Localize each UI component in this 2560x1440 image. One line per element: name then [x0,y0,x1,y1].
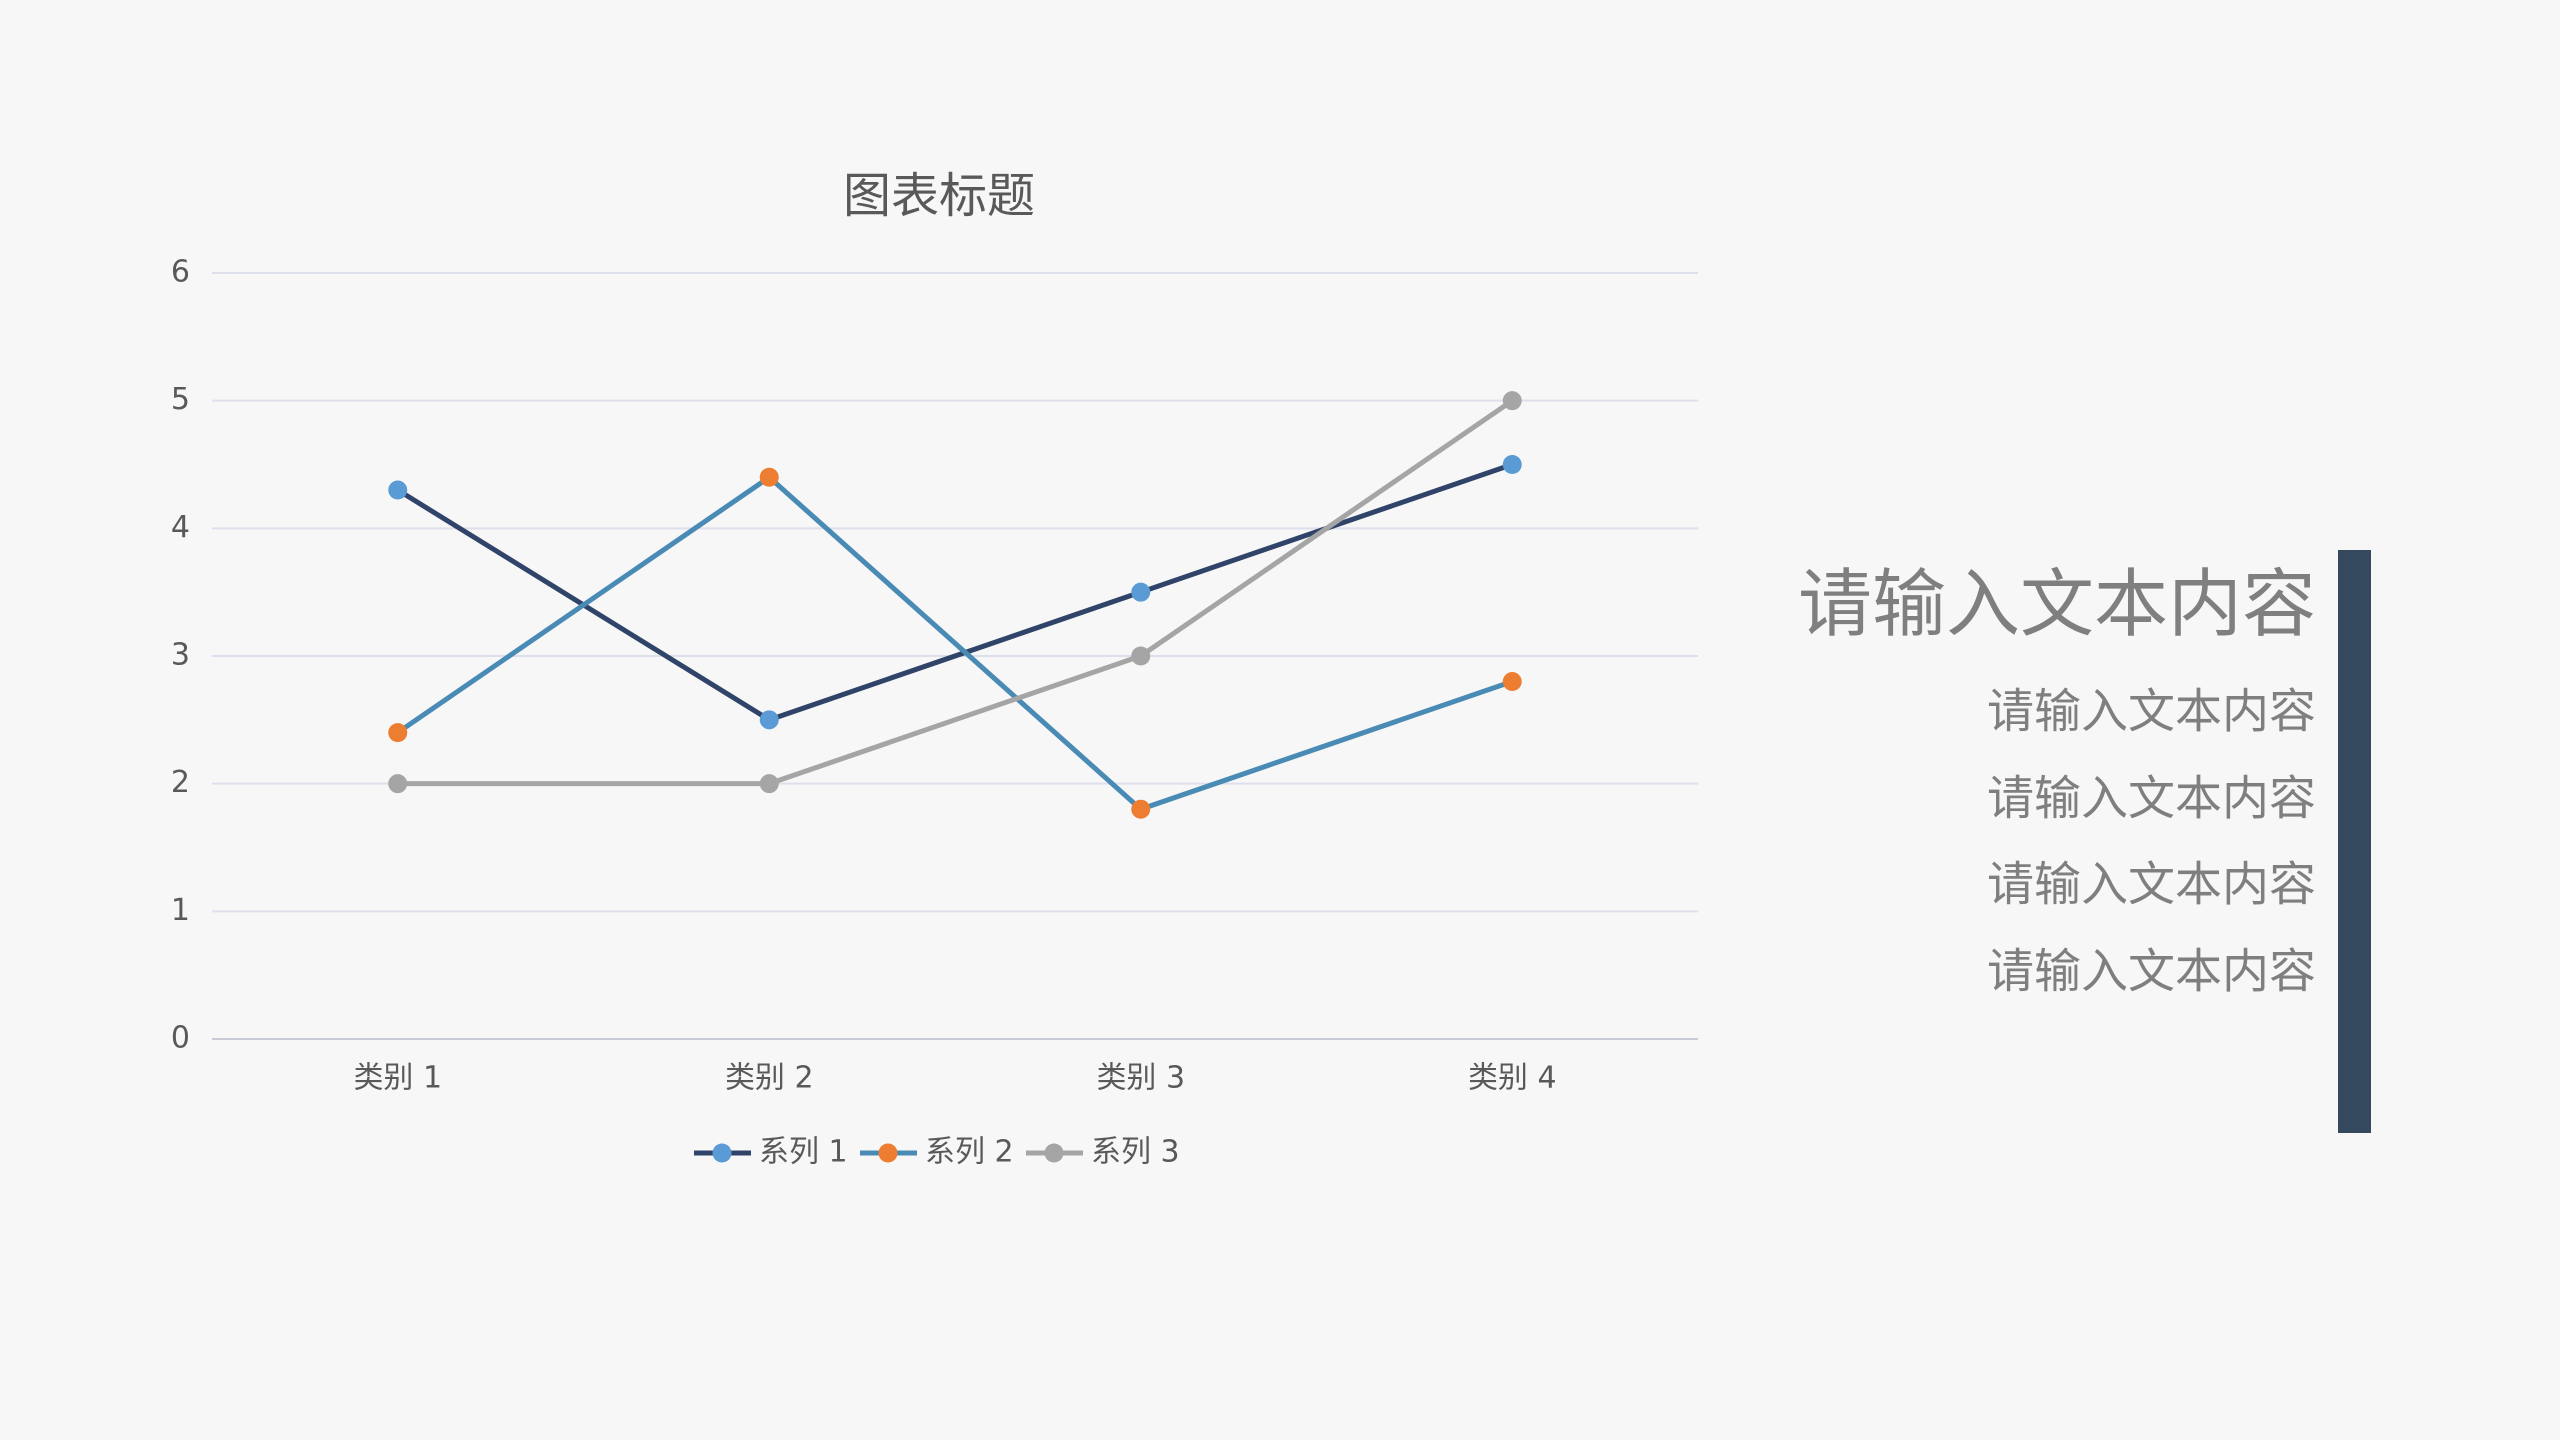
y-tick-label: 0 [171,1021,190,1056]
marker [388,774,408,794]
series-line [397,398,1514,787]
y-tick-label: 5 [171,382,190,417]
marker [1131,582,1151,602]
side-line: 请输入文本内容 [1987,858,2316,913]
legend-label: 系列 1 [759,1135,848,1170]
chart-title: 图表标题 [843,168,1035,224]
side-line: 请输入文本内容 [1987,772,2316,827]
x-tick-label: 类别 3 [1096,1061,1185,1096]
x-tick-label: 类别 1 [353,1061,442,1096]
legend-label: 系列 2 [925,1135,1014,1170]
legend-marker [712,1143,732,1163]
marker [388,723,408,743]
series-line [396,462,1514,723]
marker [1502,455,1522,474]
marker [1502,672,1522,692]
legend-marker [1044,1143,1064,1163]
marker [388,480,408,500]
side-line: 请输入文本内容 [1987,945,2316,1000]
marker [1502,391,1522,411]
marker [1131,799,1151,819]
y-tick-label: 6 [171,255,190,290]
x-tick-label: 类别 2 [725,1061,814,1096]
x-tick-label: 类别 4 [1468,1061,1557,1096]
marker [759,774,779,794]
legend-marker [878,1143,898,1163]
side-heading: 请输入文本内容 [1798,562,2316,648]
marker [759,710,779,730]
y-tick-label: 1 [171,893,190,928]
y-tick-label: 2 [171,765,190,800]
marker [759,467,779,487]
y-tick-label: 3 [171,638,190,673]
series-line [396,474,1514,812]
side-line: 请输入文本内容 [1987,685,2316,740]
y-tick-label: 4 [171,510,190,545]
accent-bar [2338,550,2371,1133]
legend-label: 系列 3 [1091,1135,1180,1170]
marker [1131,646,1151,666]
